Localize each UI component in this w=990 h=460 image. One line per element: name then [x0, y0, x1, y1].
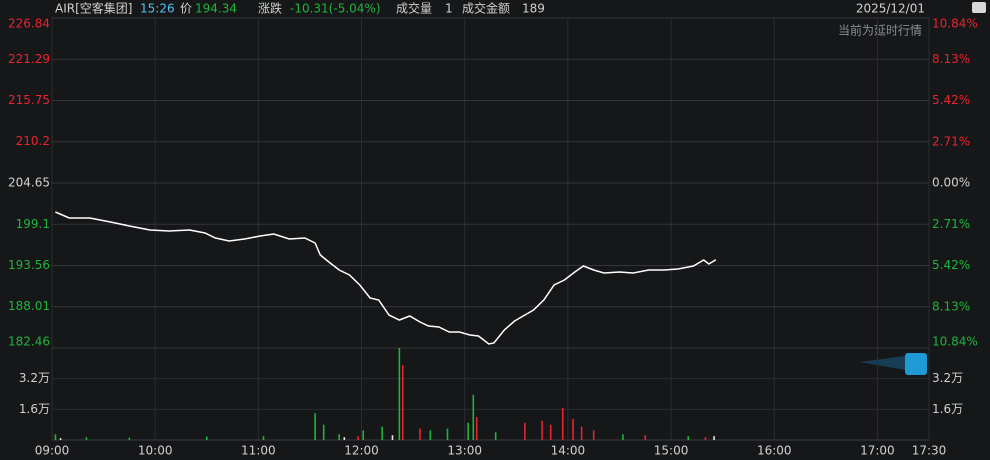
y2-tick-label: 5.42% [932, 258, 970, 272]
y-tick-label: 221.29 [8, 52, 50, 66]
y-tick-label: 199.1 [16, 217, 50, 231]
y-tick-label: 182.46 [8, 335, 50, 349]
delay-notice: 当前为延时行情 [838, 23, 922, 38]
volume-bar [322, 424, 325, 440]
x-tick-label: 17:00 [860, 444, 895, 458]
volume-bar [687, 436, 690, 440]
volume-bar [128, 437, 131, 440]
volume-bar [362, 430, 365, 440]
x-tick-label: 14:00 [551, 444, 586, 458]
volume-bar [343, 437, 346, 440]
volume-bar [338, 434, 340, 440]
volume: 1 [445, 2, 453, 16]
change: -10.31(-5.04%) [290, 2, 381, 16]
y-tick-label: 1.6万 [19, 402, 50, 416]
y-tick-label-right: 3.2万 [932, 371, 963, 385]
amount: 189 [522, 2, 545, 16]
x-tick-label: 16:00 [757, 444, 792, 458]
y2-tick-label: 5.42% [932, 93, 970, 107]
volume-bar [644, 435, 647, 440]
volume-bar [561, 407, 564, 440]
volume-bar [622, 434, 624, 440]
x-tick-label: 17:30 [912, 444, 947, 458]
volume-bar [549, 424, 552, 440]
panel-button[interactable] [905, 353, 927, 375]
volume-bar [205, 436, 208, 440]
y-tick-label: 215.75 [8, 93, 50, 107]
amount-label: 成交金额 [462, 1, 510, 16]
volume-bar [494, 432, 497, 440]
volume-bar [429, 430, 432, 440]
date: 2025/12/01 [856, 2, 925, 16]
x-tick-label: 13:00 [447, 444, 482, 458]
price-line [55, 211, 717, 345]
volume-bar [85, 437, 88, 440]
symbol: AIR[空客集团] [55, 1, 132, 16]
volume-bar [357, 436, 359, 440]
x-tick-label: 15:00 [654, 444, 689, 458]
volume-bar [572, 418, 574, 440]
volume-bar [402, 365, 404, 440]
panel-glow [860, 356, 905, 370]
volume-bar [475, 417, 478, 440]
y2-tick-label: 2.71% [932, 134, 970, 148]
x-tick-label: 11:00 [241, 444, 276, 458]
volume-bar [713, 436, 715, 440]
volume-bar [419, 428, 421, 440]
volume-bar [467, 422, 469, 440]
x-tick-label: 12:00 [344, 444, 379, 458]
volume-bar [446, 428, 449, 440]
x-tick-label: 10:00 [138, 444, 173, 458]
volume-bar [59, 438, 62, 440]
y-tick-label-right: 1.6万 [932, 402, 963, 416]
wp-icon[interactable] [972, 2, 986, 13]
x-tick-label: 09:00 [35, 444, 70, 458]
y2-tick-label: 2.71% [932, 217, 970, 231]
y2-tick-label: 10.84% [932, 17, 978, 31]
y2-tick-label: 0.00% [932, 176, 970, 190]
volume-bar [54, 434, 57, 440]
volume-bar [592, 430, 595, 440]
volume-bar [541, 420, 543, 440]
volume-label: 成交量 [396, 1, 432, 16]
volume-bar [524, 422, 526, 440]
volume-bar [704, 437, 707, 440]
y2-tick-label: 10.84% [932, 335, 978, 349]
volume-bar [391, 435, 394, 440]
time: 15:26 [140, 2, 175, 16]
y-tick-label: 210.2 [16, 134, 50, 148]
y-tick-label: 226.84 [8, 17, 50, 31]
price: 194.34 [195, 2, 237, 16]
price-label: 价 [180, 2, 192, 16]
y-tick-label: 193.56 [8, 258, 50, 272]
volume-bar [262, 436, 265, 440]
y-tick-label: 188.01 [8, 299, 50, 313]
volume-bar [381, 426, 383, 440]
change-label: 涨跌 [258, 1, 282, 16]
y2-tick-label: 8.13% [932, 299, 970, 313]
volume-bar [398, 348, 401, 440]
volume-bar [580, 426, 583, 440]
volume-bar [472, 394, 475, 440]
y-tick-label: 3.2万 [19, 371, 50, 385]
volume-bar [314, 413, 316, 440]
y2-tick-label: 8.13% [932, 52, 970, 66]
y-tick-label: 204.65 [8, 176, 50, 190]
